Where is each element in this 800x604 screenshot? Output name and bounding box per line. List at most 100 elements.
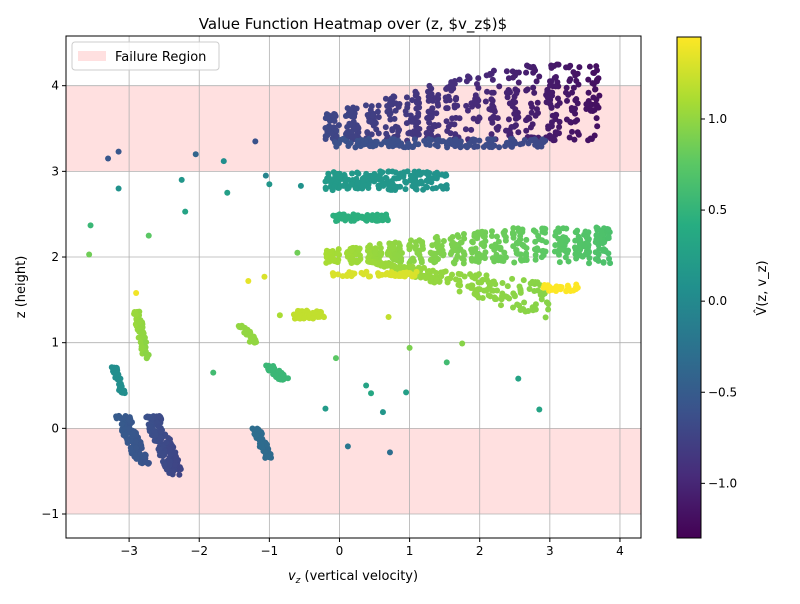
data-point <box>523 62 530 69</box>
data-point <box>490 67 497 74</box>
data-point <box>382 95 389 102</box>
data-point <box>434 244 441 251</box>
colorbar-tick-label: −1.0 <box>708 476 737 490</box>
data-point <box>435 102 442 109</box>
data-point <box>395 128 402 135</box>
data-point <box>333 143 340 150</box>
data-point <box>354 137 361 144</box>
data-point <box>121 431 128 438</box>
data-point <box>482 249 489 256</box>
data-point <box>249 336 256 343</box>
data-point <box>432 258 439 265</box>
data-point <box>166 462 173 469</box>
data-point <box>488 89 495 96</box>
data-point <box>365 184 372 191</box>
data-point <box>474 229 481 236</box>
data-point <box>552 111 559 118</box>
data-point <box>580 242 587 249</box>
data-point <box>127 444 134 451</box>
data-point <box>489 119 496 126</box>
data-point <box>443 359 450 366</box>
data-point <box>545 306 552 313</box>
data-point <box>456 288 463 295</box>
data-point <box>452 136 459 143</box>
data-point <box>322 405 329 412</box>
data-point <box>599 240 606 247</box>
data-point <box>192 151 199 158</box>
y-tick-label: 4 <box>51 79 59 93</box>
data-point <box>585 76 592 83</box>
data-point <box>166 457 173 464</box>
data-point <box>163 439 170 446</box>
data-point <box>571 244 578 251</box>
data-point <box>396 246 403 253</box>
data-point <box>450 239 457 246</box>
data-point <box>411 136 418 143</box>
x-tick-label: 4 <box>616 544 624 558</box>
data-point <box>460 231 467 238</box>
data-point <box>526 285 533 292</box>
data-point <box>334 217 341 224</box>
data-point <box>468 282 475 289</box>
data-point <box>555 61 562 68</box>
data-point <box>567 62 574 69</box>
data-point <box>115 148 122 155</box>
data-point <box>295 315 302 322</box>
data-point <box>518 257 525 264</box>
data-point <box>322 186 329 193</box>
data-point <box>388 140 395 147</box>
data-point <box>335 246 342 253</box>
data-point <box>340 182 347 189</box>
data-point <box>547 89 554 96</box>
data-point <box>403 179 410 186</box>
data-point <box>585 89 592 96</box>
data-point <box>210 369 217 376</box>
data-point <box>392 239 399 246</box>
data-point <box>356 252 363 259</box>
data-point <box>326 248 333 255</box>
x-tick-label: 0 <box>336 544 344 558</box>
y-tick-label: −1 <box>41 507 59 521</box>
data-point <box>473 235 480 242</box>
data-point <box>373 138 380 145</box>
data-point <box>330 271 337 278</box>
data-point <box>348 128 355 135</box>
data-point <box>406 344 413 351</box>
data-point <box>462 126 469 133</box>
data-point <box>513 115 520 122</box>
data-point <box>547 78 554 85</box>
data-point <box>539 292 546 299</box>
data-point <box>354 179 361 186</box>
data-point <box>263 362 270 369</box>
data-point <box>120 415 127 422</box>
data-point <box>476 114 483 121</box>
data-point <box>523 127 530 134</box>
data-point <box>261 273 268 280</box>
data-point <box>118 421 125 428</box>
legend-swatch <box>78 51 106 61</box>
data-point <box>483 72 490 79</box>
data-point <box>155 423 162 430</box>
data-point <box>456 76 463 83</box>
data-point <box>344 123 351 130</box>
x-tick-label: −2 <box>190 544 208 558</box>
data-point <box>135 319 142 326</box>
data-point <box>385 168 392 175</box>
data-point <box>595 257 602 264</box>
data-point <box>389 245 396 252</box>
data-point <box>251 426 258 433</box>
data-point <box>528 137 535 144</box>
data-point <box>514 301 521 308</box>
data-point <box>593 96 600 103</box>
colorbar-label: V̂(z, v_z) <box>755 260 770 315</box>
data-point <box>435 249 442 256</box>
data-point <box>404 168 411 175</box>
data-point <box>309 309 316 316</box>
data-point <box>394 252 401 259</box>
data-point <box>343 215 350 222</box>
data-point <box>413 242 420 249</box>
data-point <box>548 104 555 111</box>
data-point <box>396 171 403 178</box>
data-point <box>570 287 577 294</box>
colorbar-tick-label: 0.5 <box>708 203 727 217</box>
